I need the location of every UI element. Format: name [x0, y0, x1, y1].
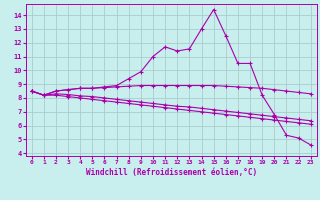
X-axis label: Windchill (Refroidissement éolien,°C): Windchill (Refroidissement éolien,°C) [86, 168, 257, 177]
